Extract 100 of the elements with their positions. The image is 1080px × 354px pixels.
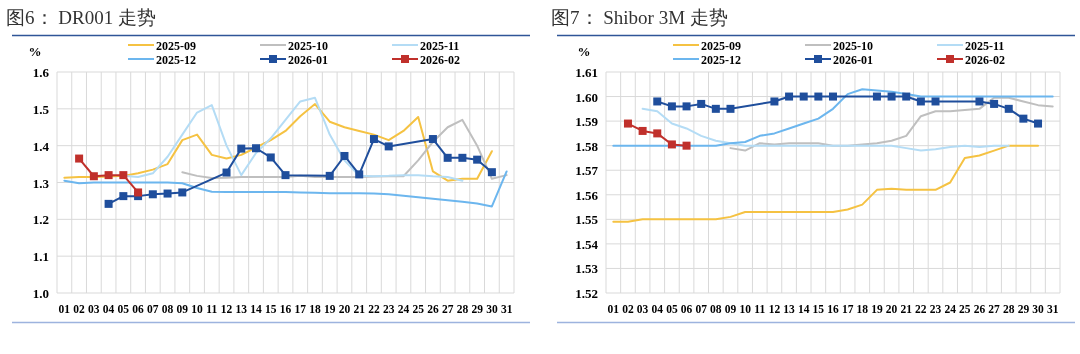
x-tick-label: 29 [1017,303,1030,315]
x-tick-label: 11 [206,303,218,315]
y-tick-label: 1.6 [32,65,50,80]
y-tick-label: 1.55 [575,212,599,228]
legend-label: 2026-02 [965,52,1005,67]
point [667,102,676,111]
x-tick-label: 18 [856,303,869,315]
x-tick-label: 09 [724,303,737,315]
point [682,141,691,150]
x-tick-label: 24 [397,303,410,315]
point [340,151,349,160]
point [829,92,837,101]
y-tick-label: 1.1 [32,249,49,265]
x-tick-label: 17 [841,303,854,315]
y-tick-label: 1.53 [575,261,599,277]
point [623,119,632,128]
point [443,153,452,162]
point [916,97,925,106]
x-tick-label: 23 [929,303,942,315]
legend-label: 2026-01 [833,52,873,67]
point [266,153,275,162]
x-tick-label: 03 [636,303,649,315]
x-tick-label: 06 [680,303,693,315]
point [163,189,172,198]
x-tick-label: 03 [88,303,100,315]
x-tick-label: 10 [739,303,752,315]
x-tick-label: 19 [323,303,336,315]
x-tick-label: 25 [412,303,425,315]
point [975,97,984,106]
x-tick-label: 05 [117,303,130,315]
x-tick-label: 23 [382,303,395,315]
x-tick-label: 26 [427,303,439,315]
legend-label: 2026-01 [288,52,328,67]
x-tick-label: 25 [959,303,971,315]
point [1019,114,1028,123]
x-tick-label: 07 [147,303,159,315]
point [119,192,128,201]
y-tick-label: 1.3 [32,175,50,191]
point [252,144,261,153]
x-tick-label: 13 [235,303,248,315]
point [487,168,496,177]
chart-title: 图6： DR001 走势 [6,7,156,28]
point [473,155,482,164]
point [638,126,647,135]
point [770,97,779,106]
point [325,171,334,180]
point [799,92,808,101]
x-tick-label: 14 [250,303,263,315]
point [726,104,735,113]
y-tick-label: 1.5 [32,101,50,117]
y-tick-label: 1.56 [575,187,599,203]
x-tick-label: 01 [607,303,620,315]
y-tick-label: 1.59 [575,114,599,130]
x-tick-label: 19 [871,303,883,315]
x-tick-label: 16 [279,303,292,315]
legend-label: 2025-10 [833,38,873,53]
point [653,129,662,138]
point [119,171,128,180]
line-series [63,103,493,182]
y-tick-label: 1.52 [575,286,598,301]
point [369,135,378,144]
point [222,168,231,177]
y-axis-title: % [28,44,42,59]
y-tick-label: 1.4 [32,138,50,154]
point [134,188,143,197]
x-tick-label: 27 [988,303,1001,315]
y-tick-label: 1.61 [575,65,598,80]
x-tick-label: 26 [973,303,986,315]
point [1004,104,1013,113]
line-series [641,107,1010,152]
point [711,104,720,113]
x-tick-label: 27 [441,303,454,315]
point [355,170,364,179]
point [682,102,691,111]
y-tick-label: 1.0 [32,286,49,301]
x-tick-label: 07 [695,303,708,315]
point [148,190,157,199]
point [384,142,393,151]
point [75,154,84,163]
x-tick-label: 13 [783,303,796,315]
point [104,171,113,180]
x-tick-label: 04 [651,303,664,315]
line-series [63,170,508,208]
x-tick-label: 08 [161,303,174,315]
x-tick-label: 04 [102,303,115,315]
x-tick-label: 02 [622,303,634,315]
x-tick-label: 24 [944,303,957,315]
point [428,135,437,144]
x-tick-label: 31 [500,303,513,315]
point [902,92,911,101]
x-tick-label: 30 [1032,303,1045,315]
legend-label: 2025-10 [288,38,328,53]
point [458,153,467,162]
point [281,171,290,180]
point [104,199,113,208]
y-tick-label: 1.54 [575,236,599,252]
x-tick-label: 08 [710,303,722,315]
x-tick-label: 17 [294,303,307,315]
y-axis-title: % [577,44,591,59]
x-tick-label: 22 [915,303,927,315]
